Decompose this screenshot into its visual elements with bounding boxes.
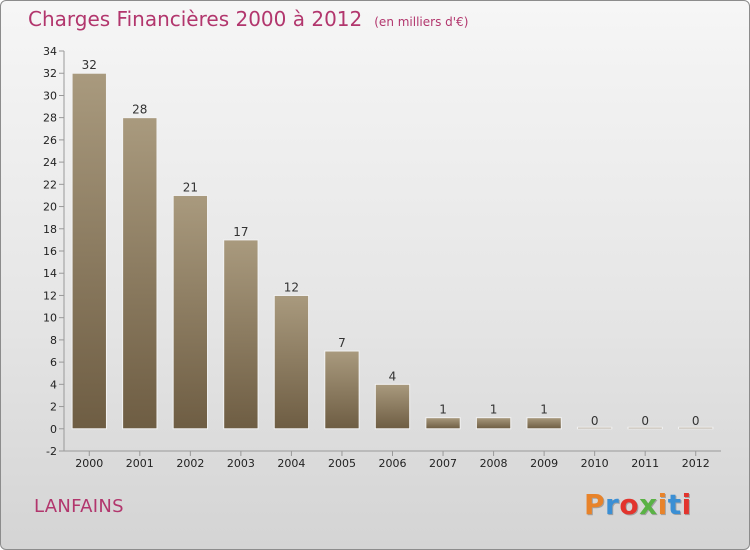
y-tick-label: 34 — [43, 45, 57, 58]
bar — [273, 294, 310, 430]
x-tick-label: 2005 — [328, 457, 356, 470]
y-tick-label: 8 — [50, 334, 57, 347]
data-label: 28 — [132, 103, 147, 117]
y-tick-label: -2 — [46, 445, 57, 458]
x-tick-label: 2002 — [176, 457, 204, 470]
x-tick-label: 2006 — [379, 457, 407, 470]
data-label: 21 — [183, 180, 198, 194]
logo-letter: r — [605, 488, 620, 521]
y-tick-label: 32 — [43, 67, 57, 80]
commune-name: LANFAINS — [34, 496, 124, 517]
y-tick-label: 6 — [50, 356, 57, 369]
data-label: 32 — [82, 58, 97, 72]
y-tick-label: 24 — [43, 156, 57, 169]
y-tick-label: 0 — [50, 423, 57, 436]
y-tick-label: 20 — [43, 201, 57, 214]
logo-letter: x — [639, 488, 658, 521]
unit-label: (en milliers d'€) — [374, 15, 469, 29]
chart-title: Charges Financières 2000 à 2012 (en milli… — [28, 7, 468, 31]
x-tick-label: 2000 — [75, 457, 103, 470]
x-tick-label: 2007 — [429, 457, 457, 470]
logo-letter: i — [657, 488, 668, 521]
x-tick-label: 2003 — [227, 457, 255, 470]
bar — [425, 417, 461, 430]
bar — [122, 117, 158, 430]
x-tick-label: 2011 — [631, 457, 659, 470]
y-tick-label: 2 — [50, 401, 57, 414]
data-label: 4 — [389, 369, 397, 383]
y-tick-label: 10 — [43, 312, 57, 325]
y-tick-label: 14 — [43, 267, 57, 280]
x-tick-label: 2001 — [126, 457, 154, 470]
bar — [223, 239, 259, 430]
bar — [71, 72, 107, 430]
x-tick-label: 2009 — [530, 457, 558, 470]
bar — [374, 383, 411, 430]
data-label: 12 — [284, 280, 299, 294]
y-tick-label: 18 — [43, 223, 57, 236]
x-tick-label: 2004 — [277, 457, 305, 470]
logo-letter: i — [681, 488, 692, 521]
bar — [475, 417, 512, 430]
x-tick-label: 2012 — [682, 457, 710, 470]
bar — [172, 194, 209, 430]
data-label: 0 — [591, 414, 599, 428]
bar — [324, 350, 360, 430]
y-tick-label: 4 — [50, 378, 57, 391]
data-label: 1 — [540, 403, 548, 417]
x-axis: 2000 2001 2002 2003 2004 2005 2006 2007 2008 2009… — [64, 450, 721, 470]
bar — [576, 426, 613, 430]
y-tick-label: 12 — [43, 289, 57, 302]
bar — [526, 417, 562, 430]
logo-letter: o — [619, 488, 640, 521]
proxiti-logo[interactable]: Proxiti — [584, 488, 692, 521]
data-label: 0 — [692, 414, 700, 428]
data-label: 1 — [439, 403, 447, 417]
bars — [71, 72, 714, 430]
y-tick-label: 26 — [43, 134, 57, 147]
x-tick-label: 2010 — [581, 457, 609, 470]
x-tick-label: 2008 — [480, 457, 508, 470]
bar — [678, 426, 714, 430]
data-label: 1 — [490, 403, 498, 417]
logo-letter: t — [667, 488, 682, 521]
logo-letter: P — [584, 488, 606, 521]
y-tick-label: 28 — [43, 112, 57, 125]
data-label: 0 — [641, 414, 649, 428]
bar — [627, 426, 663, 430]
data-labels: 32 28 21 17 12 7 4 1 1 1 0 0 0 — [82, 58, 700, 428]
data-label: 17 — [233, 225, 248, 239]
y-tick-label: 22 — [43, 178, 57, 191]
y-tick-label: 16 — [43, 245, 57, 258]
y-tick-label: 30 — [43, 89, 57, 102]
data-label: 7 — [338, 336, 346, 350]
title-text: Charges Financières 2000 à 2012 — [28, 7, 363, 31]
